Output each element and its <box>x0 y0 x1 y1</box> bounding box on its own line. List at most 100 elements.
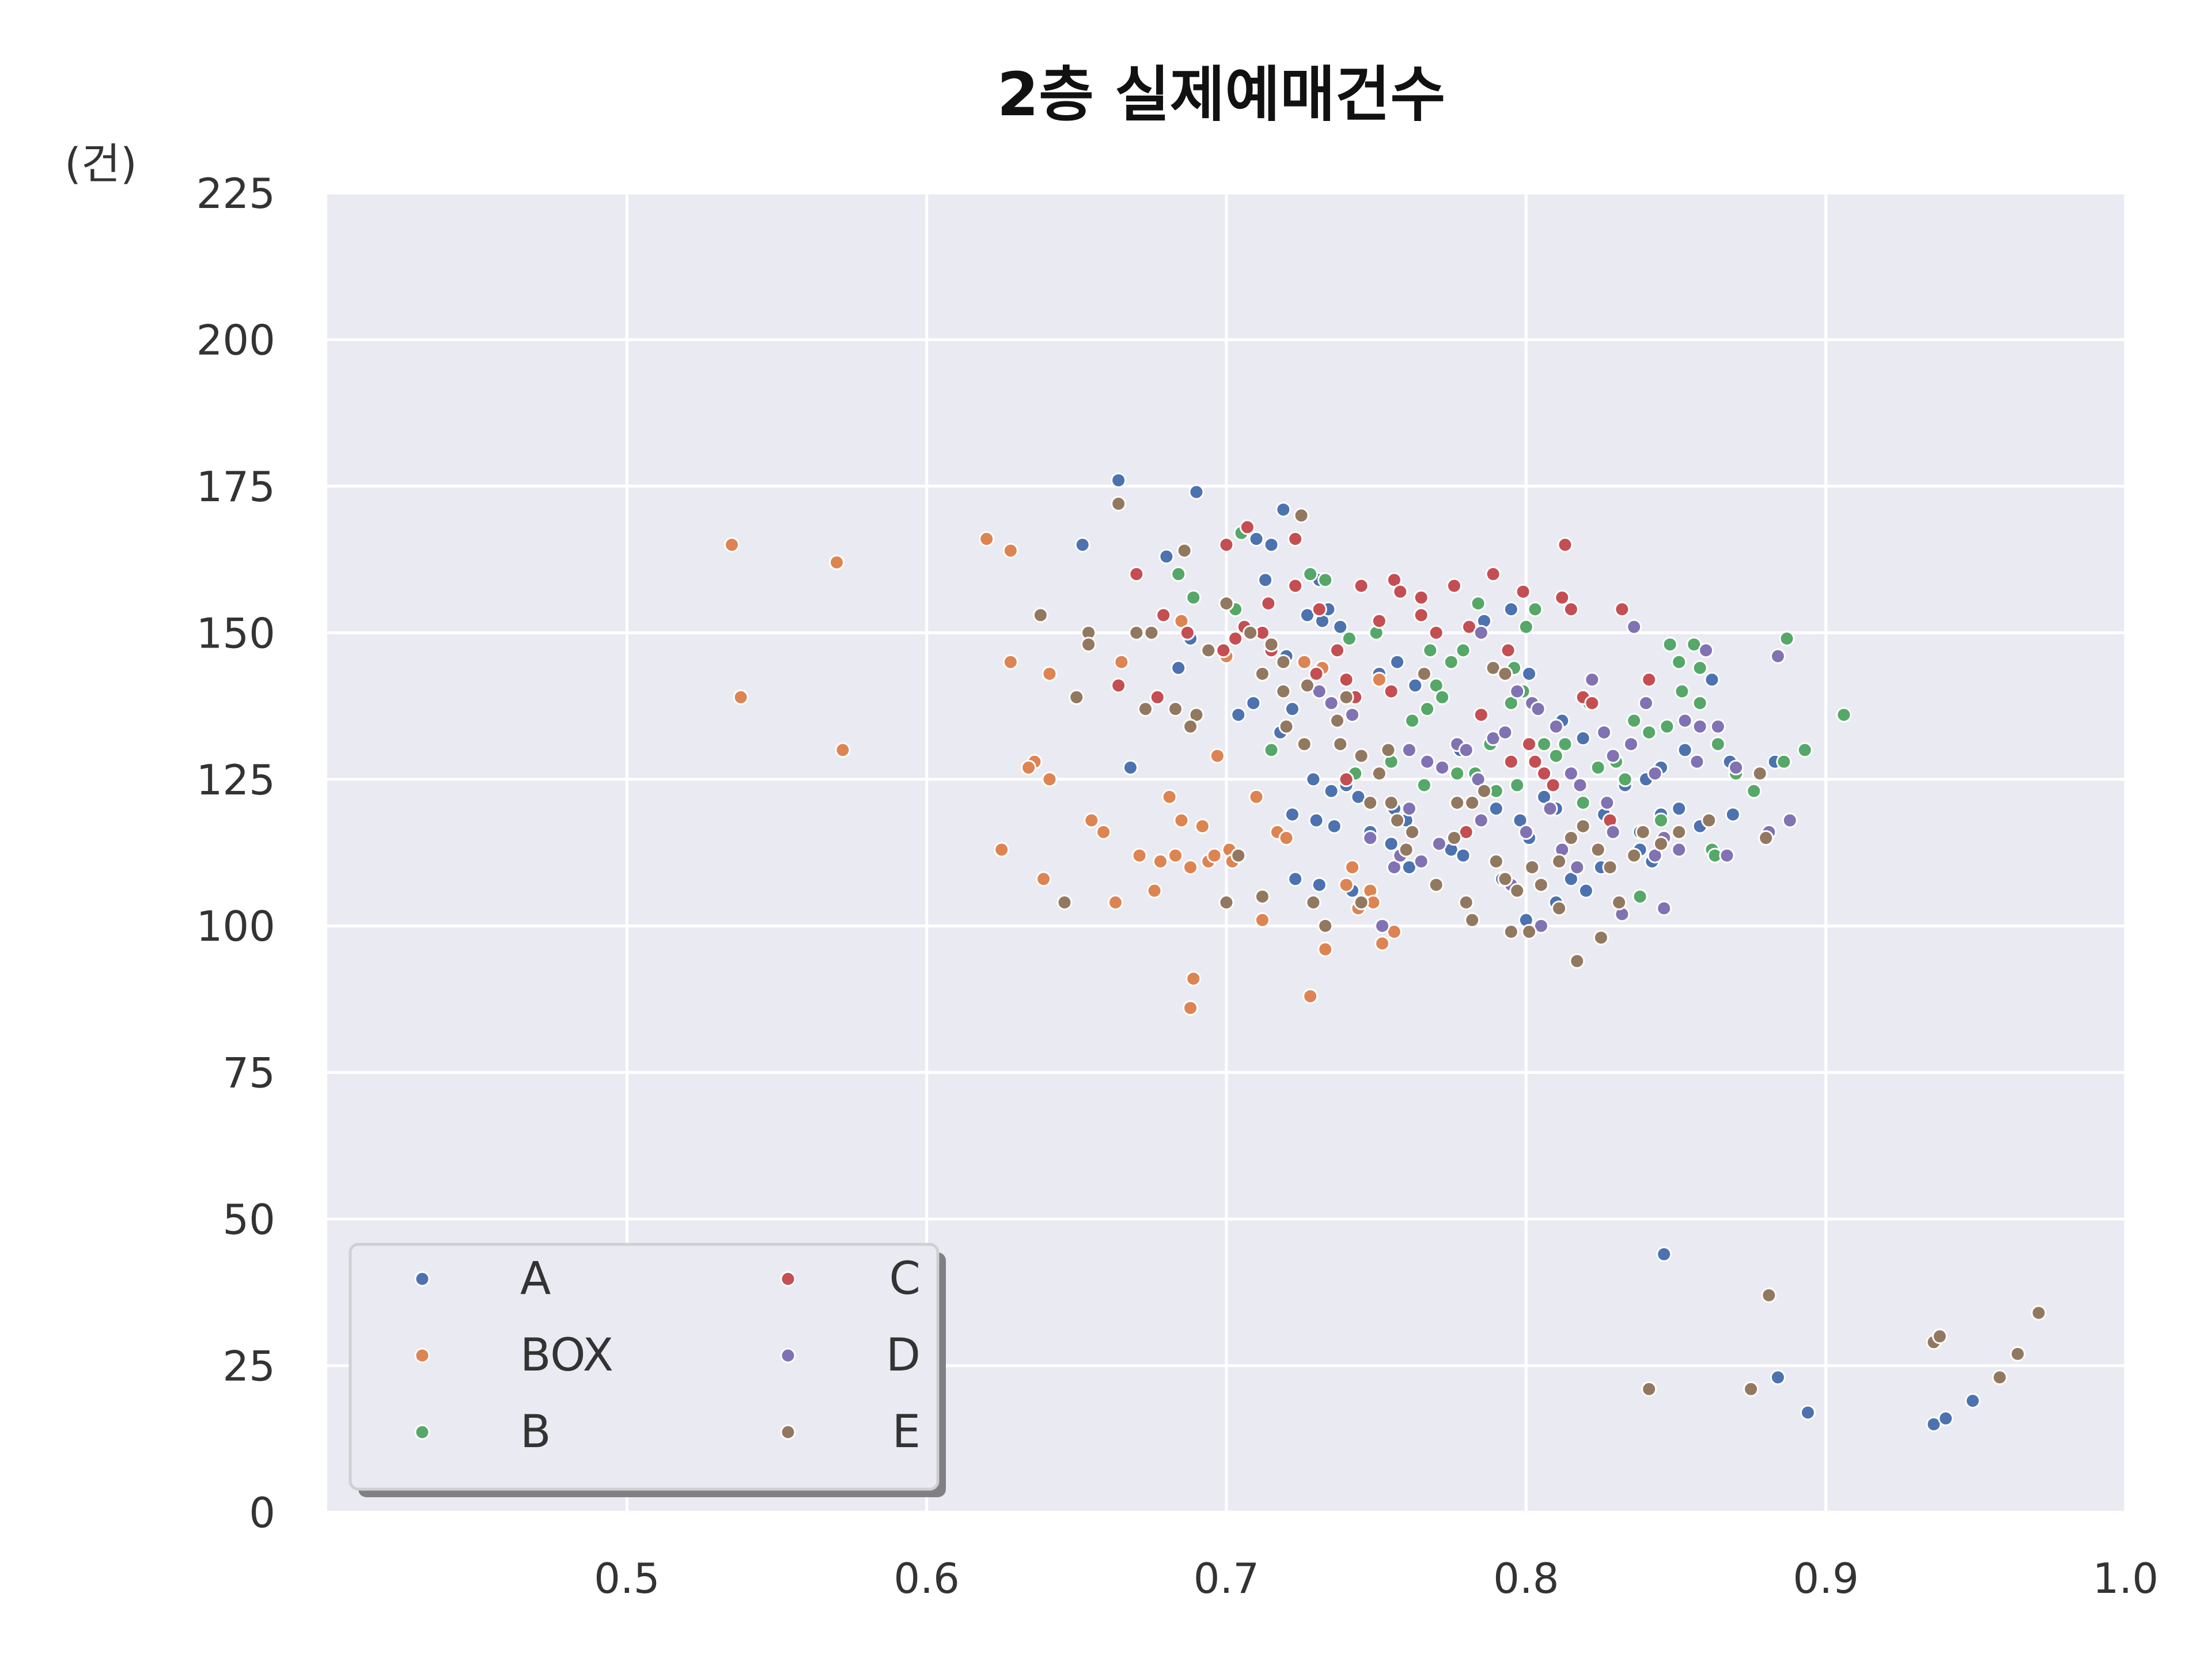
data-point <box>1431 836 1447 852</box>
legend-label: BOX <box>520 1330 613 1381</box>
data-point <box>1509 883 1525 899</box>
data-point <box>1146 883 1162 899</box>
data-point <box>1503 923 1519 940</box>
data-point <box>1446 830 1462 846</box>
data-point <box>1398 842 1414 858</box>
data-point <box>1677 713 1693 729</box>
legend-label: D <box>886 1330 921 1381</box>
data-point <box>1617 771 1633 788</box>
legend-label: B <box>520 1406 551 1458</box>
y-tick-label: 225 <box>196 169 275 218</box>
data-point <box>1758 830 1774 846</box>
data-point <box>1284 701 1300 717</box>
data-point <box>1671 842 1687 858</box>
data-point <box>1725 807 1741 823</box>
data-point <box>1464 912 1480 928</box>
data-point <box>1243 624 1259 641</box>
data-point <box>1800 1404 1816 1421</box>
data-point <box>1551 853 1567 869</box>
x-tick-label: 0.7 <box>1194 1554 1260 1603</box>
data-point <box>1032 607 1048 623</box>
data-point <box>1143 624 1160 641</box>
data-point <box>1659 718 1675 735</box>
data-point <box>1171 660 1187 676</box>
data-point <box>1521 923 1537 940</box>
data-point <box>1275 654 1291 670</box>
data-point <box>1770 648 1786 664</box>
legend-marker <box>780 1424 796 1440</box>
data-point <box>1611 895 1627 911</box>
data-point <box>1263 537 1279 553</box>
data-point <box>1171 566 1187 582</box>
data-point <box>1392 584 1408 600</box>
data-point <box>1545 777 1561 793</box>
data-point <box>1302 988 1319 1004</box>
legend-label: E <box>892 1406 921 1458</box>
data-point <box>1111 495 1127 512</box>
data-point <box>1344 859 1361 875</box>
data-point <box>1374 918 1391 934</box>
x-tick-label: 0.6 <box>893 1554 960 1603</box>
data-point <box>1188 484 1205 500</box>
data-point <box>1239 519 1255 535</box>
data-point <box>1416 666 1432 682</box>
data-point <box>1161 789 1177 805</box>
data-point <box>1179 624 1195 641</box>
data-point <box>1230 707 1247 723</box>
data-point <box>1602 859 1618 875</box>
data-point <box>1428 877 1444 893</box>
data-point <box>1776 754 1792 770</box>
data-point <box>1153 853 1169 869</box>
data-point <box>1710 718 1726 735</box>
data-point <box>1578 883 1594 899</box>
data-point <box>1332 619 1349 635</box>
data-point <box>1557 736 1573 752</box>
data-point <box>1362 830 1378 846</box>
data-point <box>1599 794 1615 811</box>
data-point <box>1138 701 1154 717</box>
data-point <box>2031 1305 2047 1321</box>
data-point <box>1527 754 1543 770</box>
data-point <box>1434 759 1450 775</box>
data-point <box>1575 818 1591 834</box>
data-point <box>1041 666 1058 682</box>
data-point <box>1317 941 1334 957</box>
data-point <box>1194 818 1210 834</box>
data-point <box>1323 695 1339 711</box>
data-point <box>1401 801 1417 817</box>
data-point <box>1473 707 1489 723</box>
data-point <box>1965 1393 1981 1409</box>
data-point <box>1449 766 1465 782</box>
series-b <box>1171 525 1852 904</box>
data-point <box>1626 619 1642 635</box>
data-point <box>1533 877 1549 893</box>
data-point <box>1278 830 1294 846</box>
data-point <box>1248 789 1264 805</box>
legend-label: A <box>520 1253 551 1305</box>
data-point <box>1647 766 1663 782</box>
legend-marker <box>780 1347 796 1364</box>
data-point <box>1404 713 1421 729</box>
x-tick-label: 1.0 <box>2093 1554 2159 1603</box>
data-point <box>1263 637 1279 653</box>
data-point <box>835 742 851 758</box>
data-point <box>1128 624 1145 641</box>
data-point <box>1548 748 1564 764</box>
data-point <box>1497 871 1513 887</box>
data-point <box>1021 759 1037 775</box>
data-point <box>1122 759 1138 775</box>
data-point <box>1305 895 1321 911</box>
data-point <box>1626 713 1642 729</box>
data-point <box>1782 812 1798 828</box>
data-point <box>1563 766 1579 782</box>
data-point <box>1338 877 1354 893</box>
data-point <box>1473 624 1489 641</box>
data-point <box>1131 847 1147 864</box>
data-point <box>1305 771 1321 788</box>
legend-marker <box>780 1271 796 1287</box>
data-point <box>1299 677 1315 694</box>
data-point <box>1698 642 1714 658</box>
data-point <box>1254 888 1270 904</box>
data-point <box>829 554 845 570</box>
